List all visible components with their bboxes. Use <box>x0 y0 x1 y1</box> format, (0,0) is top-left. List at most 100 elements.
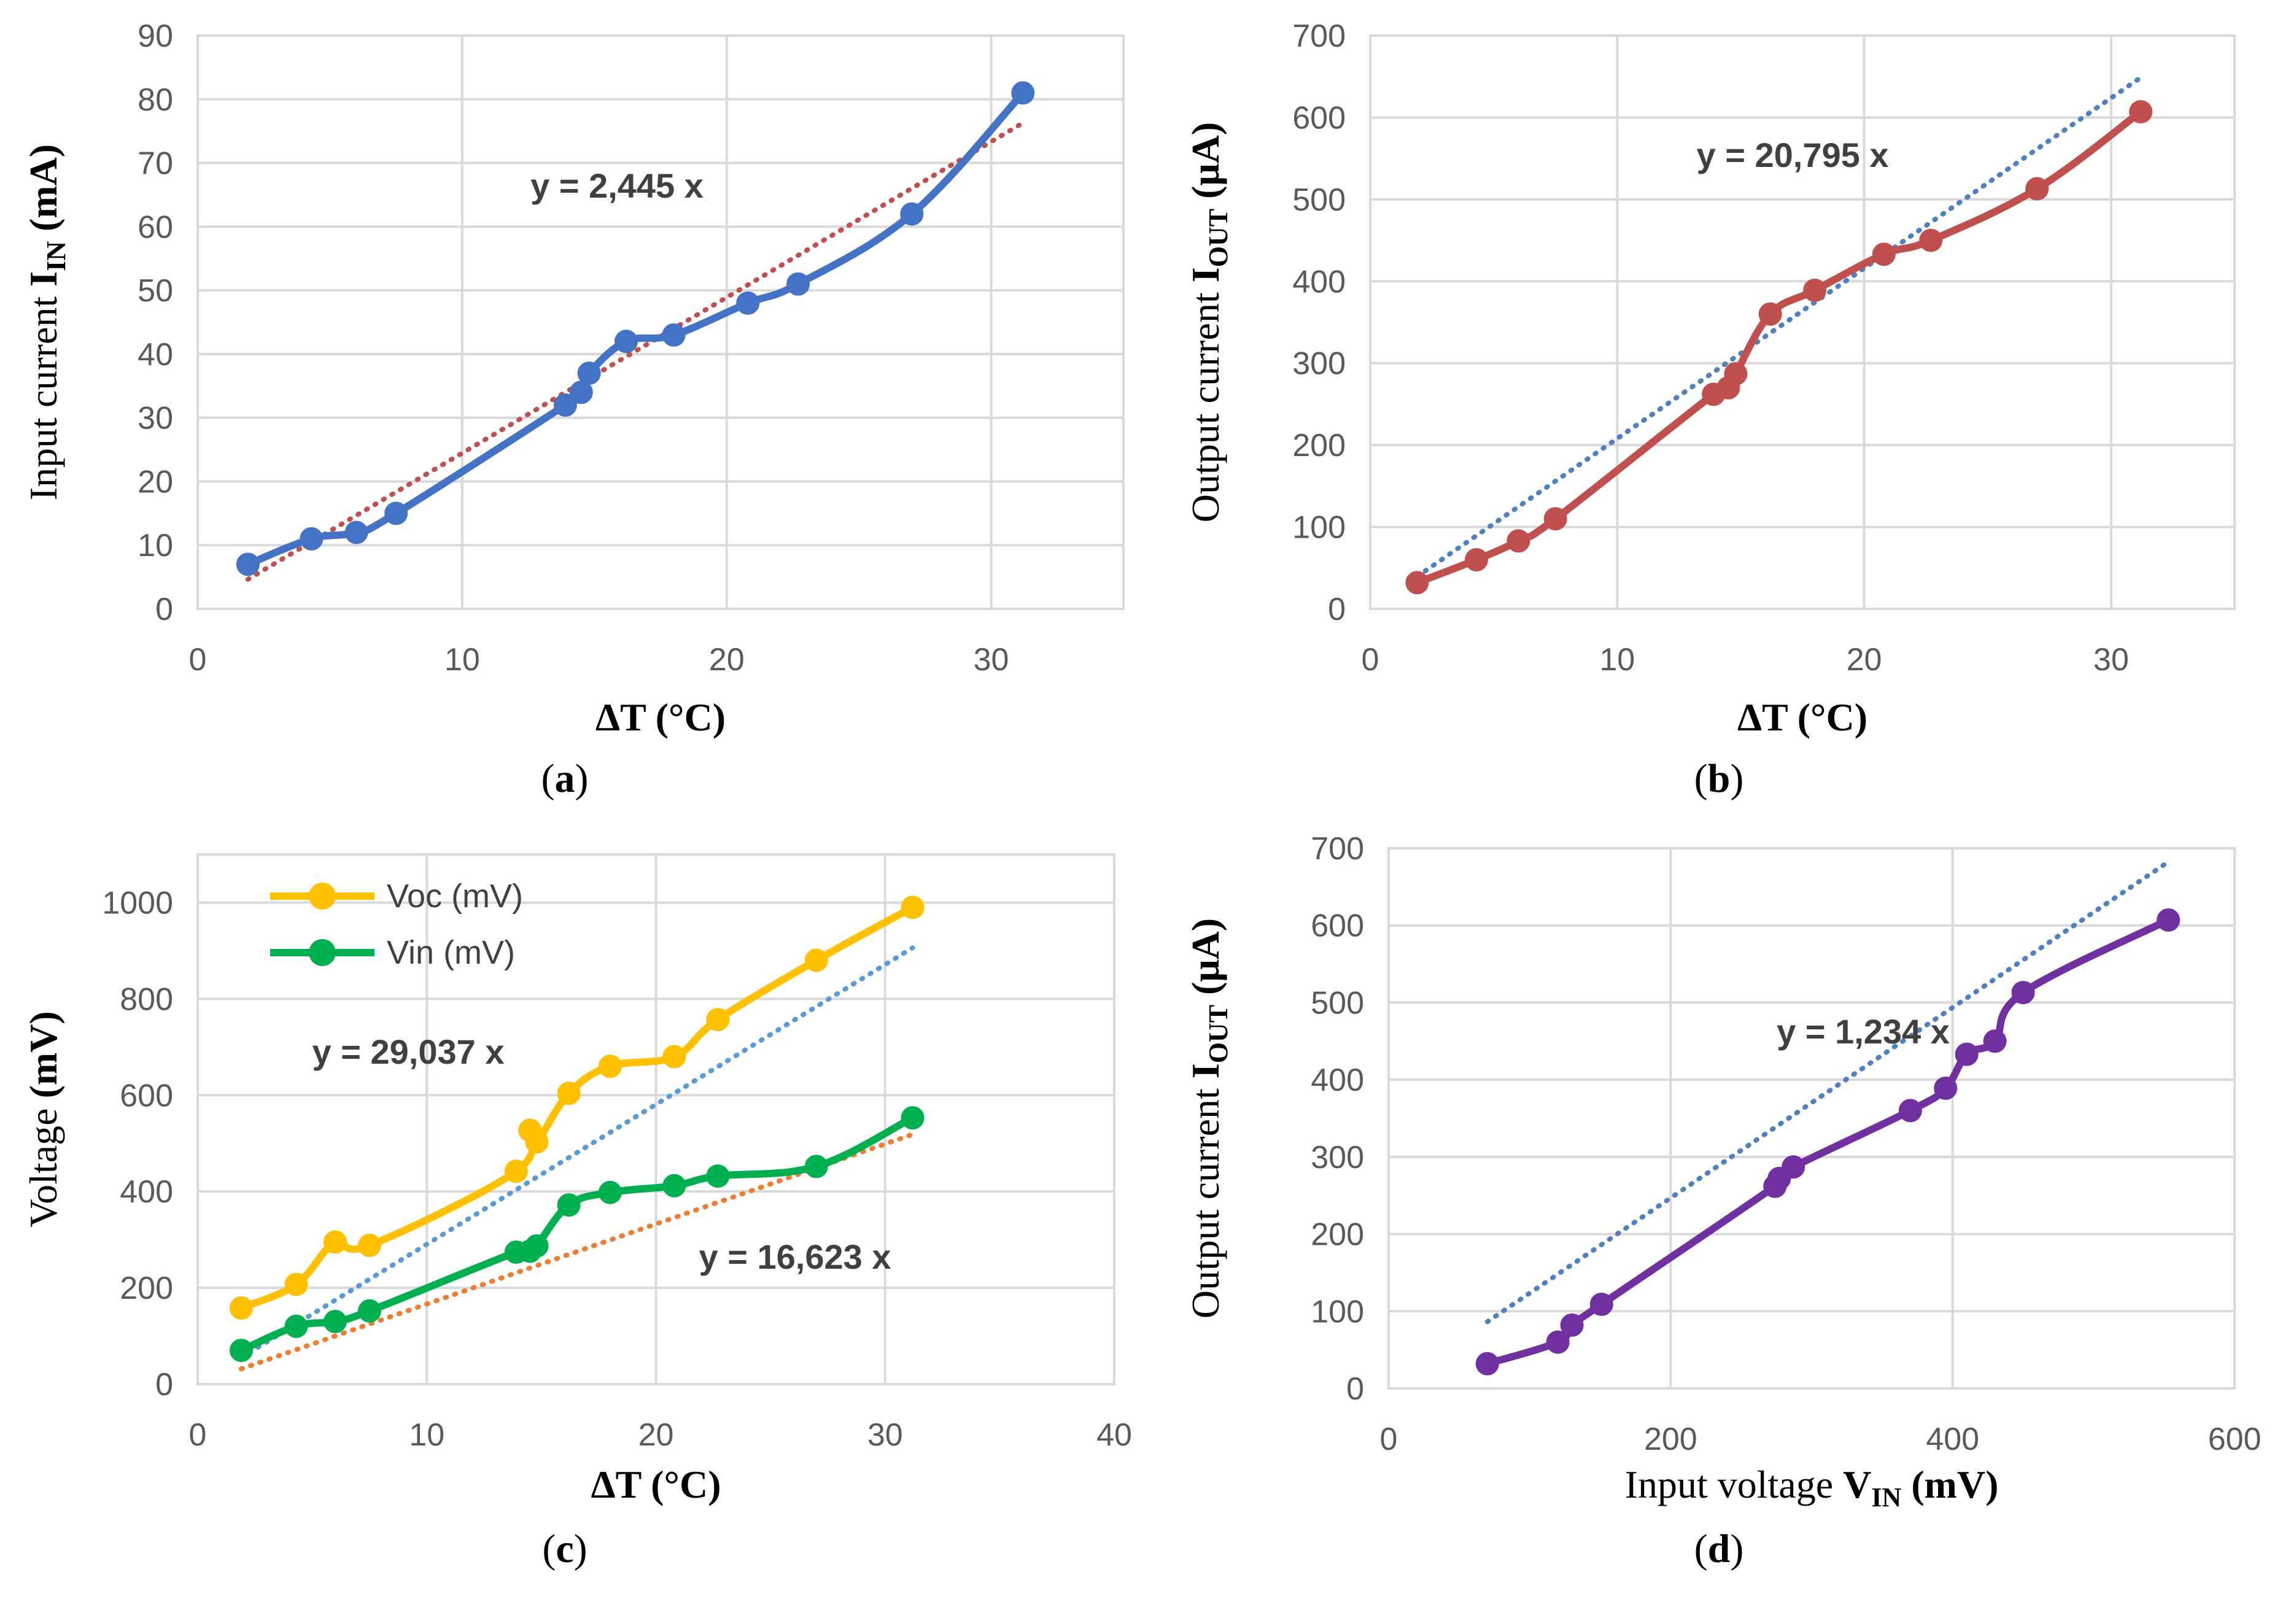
legend-marker-c <box>309 883 336 910</box>
y-tick-label-a: 70 <box>138 146 173 182</box>
data-point-c-0 <box>357 1234 381 1258</box>
legend-label-c: Vin (mV) <box>387 934 515 971</box>
y-axis-title-a-subscript: IN <box>41 241 71 271</box>
caption-open-paren: ( <box>542 1527 556 1571</box>
y-tick-label-d: 0 <box>1346 1371 1364 1407</box>
data-point-b-0 <box>1464 548 1488 571</box>
y-tick-label-c: 200 <box>120 1271 173 1306</box>
y-axis-title-d-unit: (μA) <box>1184 918 1227 1005</box>
panel-caption-d: (d) <box>1694 1527 1744 1571</box>
y-tick-label-d: 400 <box>1311 1062 1364 1098</box>
y-tick-label-c: 400 <box>120 1174 173 1210</box>
data-point-c-0 <box>804 948 828 972</box>
y-tick-label-b: 500 <box>1292 182 1346 218</box>
y-axis-title-b-symbol: I <box>1184 267 1227 282</box>
y-tick-label-a: 60 <box>138 209 173 245</box>
x-tick-label-a: 10 <box>444 642 480 678</box>
data-point-a-0 <box>1011 81 1035 105</box>
caption-close-paren: ) <box>575 756 589 801</box>
data-point-c-1 <box>557 1193 581 1217</box>
data-point-c-0 <box>598 1054 622 1078</box>
y-tick-label-c: 0 <box>155 1367 173 1403</box>
trendline-b-0 <box>1414 75 2144 579</box>
x-tick-label-b: 10 <box>1599 642 1635 678</box>
data-point-a-0 <box>300 527 324 551</box>
x-axis-title-b: ΔT (°C) <box>1737 695 1867 739</box>
caption-letter-b: b <box>1708 756 1731 801</box>
y-axis-title-c-unit: (mV) <box>21 1011 65 1098</box>
plot-frame-d <box>1387 847 2236 1390</box>
data-point-b-0 <box>1803 278 1827 302</box>
y-axis-title-d-symbol: I <box>1184 1063 1227 1078</box>
data-point-b-0 <box>1872 242 1896 266</box>
data-point-c-1 <box>706 1164 730 1188</box>
y-axis-title-a-prefix: Input current <box>21 287 65 500</box>
equation-label-c: y = 16,623 x <box>699 1237 891 1276</box>
data-point-d-0 <box>1983 1029 2007 1053</box>
legend-label-c: Voc (mV) <box>387 878 523 915</box>
data-point-c-1 <box>598 1180 622 1204</box>
y-axis-title-a-unit: (mA) <box>21 144 65 241</box>
y-axis-title-c: Voltage (mV) <box>21 1011 65 1228</box>
trendline-c-0 <box>238 945 915 1360</box>
equation-label-b: y = 20,795 x <box>1697 136 1889 174</box>
plot-frame-a <box>196 34 1125 610</box>
data-point-d-0 <box>1589 1292 1613 1316</box>
legend-marker-c <box>309 939 336 966</box>
data-point-b-0 <box>2129 100 2153 124</box>
series-line-d-0 <box>1486 916 2170 1368</box>
data-point-c-0 <box>706 1008 730 1032</box>
data-point-c-0 <box>557 1082 581 1105</box>
caption-close-paren: ) <box>1730 756 1743 801</box>
caption-open-paren: ( <box>1694 756 1708 801</box>
data-point-d-0 <box>1475 1352 1499 1376</box>
trendline-d-0 <box>1484 859 2171 1325</box>
y-axis-title-c-prefix: Voltage <box>21 1098 65 1227</box>
equation-label-c: y = 29,037 x <box>312 1032 505 1071</box>
data-point-b-0 <box>2025 177 2049 201</box>
data-point-b-0 <box>1758 302 1782 326</box>
x-axis-title-d-subscript: IN <box>1871 1482 1901 1512</box>
y-tick-label-c: 800 <box>120 981 173 1017</box>
x-axis-title-d-symbol: V <box>1843 1463 1871 1506</box>
data-point-d-0 <box>1955 1042 1979 1066</box>
data-point-a-0 <box>662 323 686 347</box>
y-axis-title-d-prefix: Output current <box>1184 1078 1227 1318</box>
y-tick-label-b: 700 <box>1292 18 1346 54</box>
y-tick-label-b: 100 <box>1292 510 1346 546</box>
y-tick-label-b: 600 <box>1292 100 1346 136</box>
panel-caption-b: (b) <box>1694 756 1744 801</box>
data-point-c-0 <box>525 1130 549 1154</box>
y-tick-label-d: 700 <box>1311 831 1364 867</box>
x-axis-title-d-unit: (mV) <box>1901 1463 1998 1506</box>
caption-letter-a: a <box>555 756 575 801</box>
data-point-c-1 <box>357 1299 381 1323</box>
data-point-c-1 <box>525 1234 549 1258</box>
caption-close-paren: ) <box>1730 1527 1743 1571</box>
x-axis-title-c: ΔT (°C) <box>591 1463 721 1506</box>
y-tick-label-b: 300 <box>1292 346 1346 382</box>
y-tick-label-d: 200 <box>1311 1217 1364 1253</box>
data-point-c-1 <box>323 1310 347 1334</box>
x-axis-title-d: Input voltage VIN (mV) <box>1625 1463 1999 1512</box>
panel-caption-a: (a) <box>541 756 589 801</box>
y-axis-title-a: Input current IIN (mA) <box>21 144 71 500</box>
caption-letter-c: c <box>556 1527 573 1571</box>
data-point-a-0 <box>236 552 260 576</box>
x-tick-label-c: 10 <box>409 1417 444 1453</box>
plot-frame-c <box>196 853 1115 1385</box>
equation-label-d: y = 1,234 x <box>1777 1012 1950 1051</box>
data-point-b-0 <box>1507 529 1530 553</box>
x-axis-title-a: ΔT (°C) <box>595 695 726 739</box>
y-axis-title-b: Output current IOUT (μA) <box>1184 122 1233 522</box>
x-tick-label-c: 20 <box>638 1417 674 1453</box>
data-point-b-0 <box>1919 228 1943 252</box>
y-tick-label-b: 0 <box>1328 592 1346 627</box>
y-tick-label-b: 200 <box>1292 428 1346 463</box>
y-axis-title-b-prefix: Output current <box>1184 282 1227 522</box>
data-point-c-1 <box>229 1339 253 1363</box>
y-axis-title-a-symbol: I <box>21 271 65 287</box>
x-tick-label-c: 40 <box>1096 1417 1132 1453</box>
data-point-b-0 <box>1724 362 1748 386</box>
y-tick-label-a: 20 <box>138 464 173 500</box>
